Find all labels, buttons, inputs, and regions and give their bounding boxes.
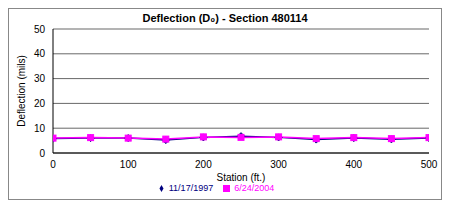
svg-text:40: 40	[34, 48, 46, 59]
html-text:6/24/2004: 6/24/2004	[234, 183, 275, 193]
svg-text:0: 0	[39, 148, 45, 159]
svg-text:Station (ft.): Station (ft.)	[217, 172, 266, 183]
svg-text:30: 30	[34, 73, 46, 84]
svg-text:300: 300	[270, 159, 287, 170]
svg-text:500: 500	[421, 159, 438, 170]
svg-text:100: 100	[120, 159, 137, 170]
html-text:Deflection (D₀) - Section 4801: Deflection (D₀) - Section 480114	[142, 12, 308, 24]
svg-text:50: 50	[34, 24, 46, 35]
svg-text:10: 10	[34, 123, 46, 134]
svg-text:0: 0	[50, 159, 56, 170]
svg-text:Deflection (mils): Deflection (mils)	[16, 55, 27, 127]
svg-text:200: 200	[195, 159, 212, 170]
svg-text:20: 20	[34, 98, 46, 109]
svg-text:400: 400	[345, 159, 362, 170]
html-text:11/17/1997: 11/17/1997	[168, 183, 214, 193]
